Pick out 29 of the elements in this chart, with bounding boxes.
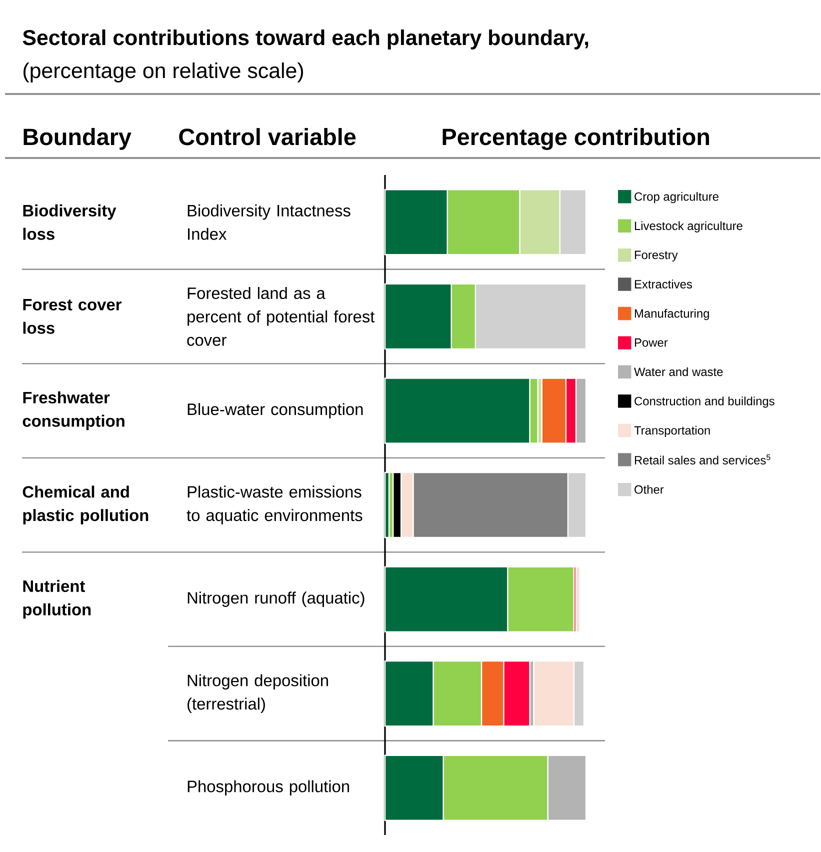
legend-label: Construction and buildings [634, 396, 774, 408]
text: Boundary [24, 128, 132, 150]
legend-label: Other [634, 484, 664, 494]
text: Chemical and plastic pollution [22, 486, 148, 524]
y-tick-label: Nitrogen deposition (terrestrial) [188, 674, 328, 713]
text: (percentage on relative scale) [24, 62, 303, 82]
y-tick-label: Phosphorous pollution [188, 780, 349, 796]
legend-label: Transportation [634, 426, 710, 437]
y-tick-label: Plastic-waste emissions to aquatic environments [186, 486, 362, 524]
text: Forest cover loss [23, 298, 122, 334]
y-tick-label: Nitrogen runoff (aquatic) [188, 592, 364, 607]
legend-label: Retail sales and services$^{5}$ [634, 454, 770, 464]
text: Biodiversity loss [23, 204, 116, 240]
legend-label: Manufacturing [634, 308, 709, 320]
legend-label: Crop agriculture [634, 192, 718, 204]
y-tick-label: Blue-water consumption [188, 403, 363, 418]
y-tick-label: Biodiversity Intactness Index [188, 204, 350, 240]
text: Nutrient pollution [23, 580, 91, 619]
text: Control variable [179, 128, 356, 146]
y-tick-label: Forested land as a percent of potential forest cover [187, 286, 375, 346]
text: Percentage contribution [442, 128, 710, 150]
legend-label: Power [634, 338, 668, 347]
text: Freshwater consumption [22, 391, 124, 430]
legend-label: Forestry [634, 250, 678, 262]
legend-label: Extractives [634, 280, 692, 288]
bar [384, 472, 390, 538]
legend-label: Livestock agriculture [634, 221, 742, 232]
legend-label: Water and waste [634, 367, 723, 376]
chart-title: Sectoral contributions toward each planetary boundary, [22, 29, 588, 50]
